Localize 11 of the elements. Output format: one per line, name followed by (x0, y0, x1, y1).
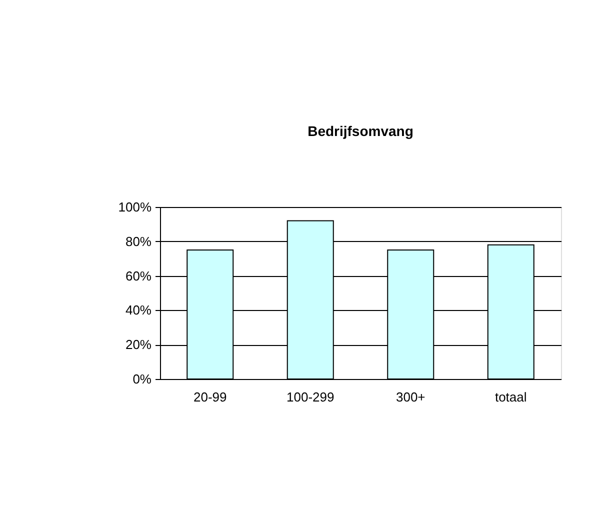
y-tick-label: 20% (125, 337, 152, 352)
x-tick-label: totaal (494, 390, 527, 404)
x-tick-label: 300+ (396, 390, 426, 404)
x-tick-label: 20-99 (194, 390, 227, 404)
y-tick-label: 100% (118, 200, 152, 214)
x-tick-label: 100-299 (286, 390, 334, 404)
y-tick-label: 0% (132, 372, 152, 386)
y-tick-label: 80% (125, 234, 152, 249)
chart-title: Bedrijfsomvang (308, 123, 414, 139)
y-tick-label: 40% (125, 302, 152, 318)
y-tick-label: 60% (125, 268, 152, 284)
